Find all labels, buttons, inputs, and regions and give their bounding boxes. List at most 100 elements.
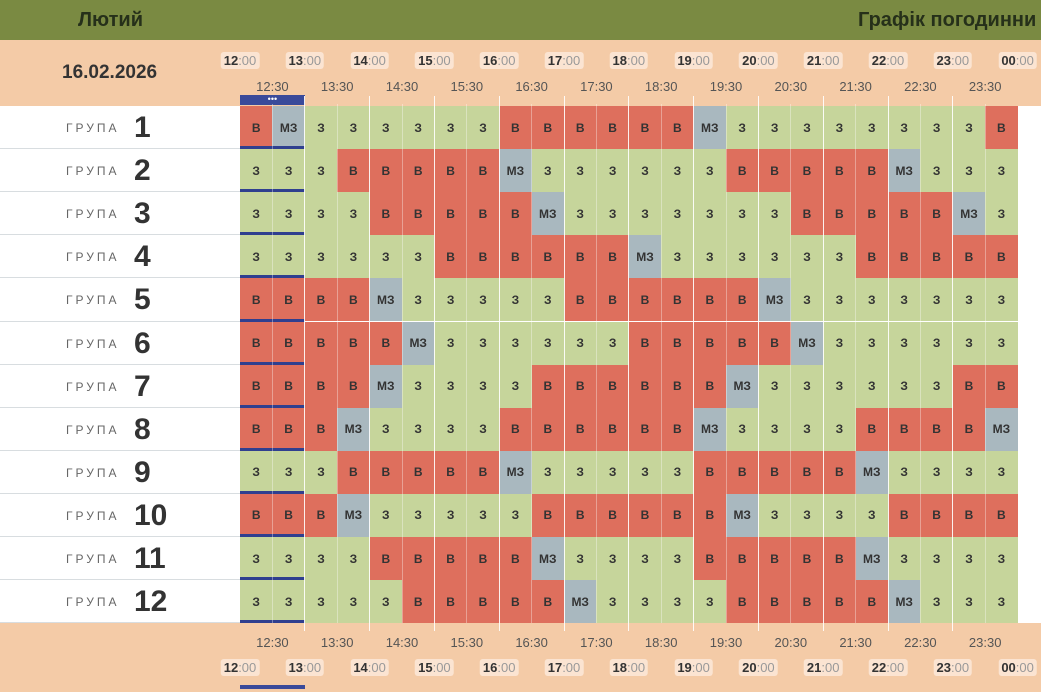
- group-number: 8: [134, 412, 151, 446]
- row-line: [0, 406, 240, 408]
- column-line: [304, 96, 306, 631]
- minutes: :00: [497, 53, 516, 68]
- minutes: :00: [886, 660, 905, 675]
- cell: В: [758, 450, 791, 494]
- cell: В: [758, 580, 791, 624]
- cell: З: [758, 493, 791, 537]
- cell: З: [531, 321, 564, 365]
- row-line: [0, 191, 240, 193]
- hour: 22: [871, 53, 887, 68]
- hour-label: 19:00: [674, 52, 713, 69]
- minutes: :00: [367, 660, 386, 675]
- cell: В: [855, 580, 888, 624]
- cell: З: [952, 106, 986, 150]
- cell: З: [855, 106, 888, 150]
- hour-label: 15:00: [415, 52, 454, 69]
- cell: В: [369, 450, 402, 494]
- cell: З: [434, 278, 467, 322]
- cell: В: [531, 580, 564, 624]
- cell: В: [952, 364, 986, 408]
- cell: В: [823, 149, 856, 193]
- half-label: 23:30: [968, 79, 1002, 94]
- cell: В: [596, 106, 629, 150]
- cell: З: [726, 235, 759, 279]
- cell: З: [855, 493, 888, 537]
- hour: 21: [806, 53, 822, 68]
- minutes: :00: [1015, 660, 1034, 675]
- half-label: 18:30: [644, 635, 678, 650]
- row-line: [0, 148, 240, 150]
- cell: В: [240, 407, 273, 451]
- cell: З: [628, 580, 662, 624]
- cell: З: [402, 106, 435, 150]
- cell: З: [596, 450, 629, 494]
- cell: З: [758, 364, 791, 408]
- cell: В: [531, 364, 564, 408]
- half-label: 12:30: [256, 79, 289, 94]
- cell: З: [564, 450, 597, 494]
- cell: МЗ: [499, 450, 532, 494]
- cell: З: [240, 192, 273, 236]
- cell: В: [758, 321, 791, 365]
- cell: В: [758, 149, 791, 193]
- row-line: [0, 277, 240, 279]
- hour-label: 18:00: [609, 659, 649, 676]
- minutes: :00: [950, 660, 970, 675]
- hour-label: 12:00: [220, 52, 260, 69]
- current-underline: [240, 620, 305, 624]
- cell: З: [726, 106, 759, 150]
- cell: В: [499, 407, 532, 451]
- cell: З: [402, 407, 435, 451]
- hour: 15: [418, 660, 433, 675]
- cell: В: [304, 321, 338, 365]
- cell: В: [596, 278, 629, 322]
- column-line: [757, 96, 759, 631]
- cell: З: [855, 278, 888, 322]
- cell: З: [596, 580, 629, 624]
- current-underline: [240, 146, 305, 150]
- hour-label: 12:00: [220, 659, 260, 676]
- cell: З: [888, 106, 921, 150]
- cell: В: [499, 580, 532, 624]
- cell: В: [823, 192, 856, 236]
- cell: З: [758, 192, 791, 236]
- cell: З: [434, 493, 467, 537]
- hour: 16: [482, 53, 498, 68]
- cell: З: [304, 192, 338, 236]
- group-number: 3: [134, 197, 151, 231]
- cell: З: [466, 493, 500, 537]
- minutes: :00: [756, 53, 775, 68]
- cell: З: [240, 235, 273, 279]
- half-label: 17:30: [580, 79, 613, 94]
- cell: З: [985, 580, 1018, 624]
- hour: 15: [418, 53, 433, 68]
- cell: В: [304, 407, 338, 451]
- cell: З: [790, 278, 824, 322]
- hour-label: 22:00: [868, 52, 908, 69]
- column-line: [855, 104, 857, 623]
- minutes: :00: [562, 53, 581, 68]
- minutes: :00: [238, 660, 257, 675]
- half-label: 20:30: [774, 79, 808, 94]
- cell: З: [434, 321, 467, 365]
- cell: З: [952, 450, 986, 494]
- cell: В: [661, 278, 694, 322]
- cell: З: [952, 537, 986, 581]
- cell: З: [402, 364, 435, 408]
- current-underline: [240, 318, 305, 322]
- hour-label: 16:00: [479, 659, 519, 676]
- hour-label: 13:00: [285, 659, 325, 676]
- column-line: [887, 96, 889, 631]
- cell: З: [564, 149, 597, 193]
- column-line: [563, 96, 565, 631]
- cell: З: [952, 580, 986, 624]
- cell: В: [726, 321, 759, 365]
- cell: МЗ: [693, 407, 726, 451]
- cell: В: [790, 149, 824, 193]
- row-line: [0, 234, 240, 236]
- cell: З: [240, 149, 273, 193]
- cell: МЗ: [272, 106, 305, 150]
- cell: З: [920, 450, 953, 494]
- cell: З: [272, 450, 305, 494]
